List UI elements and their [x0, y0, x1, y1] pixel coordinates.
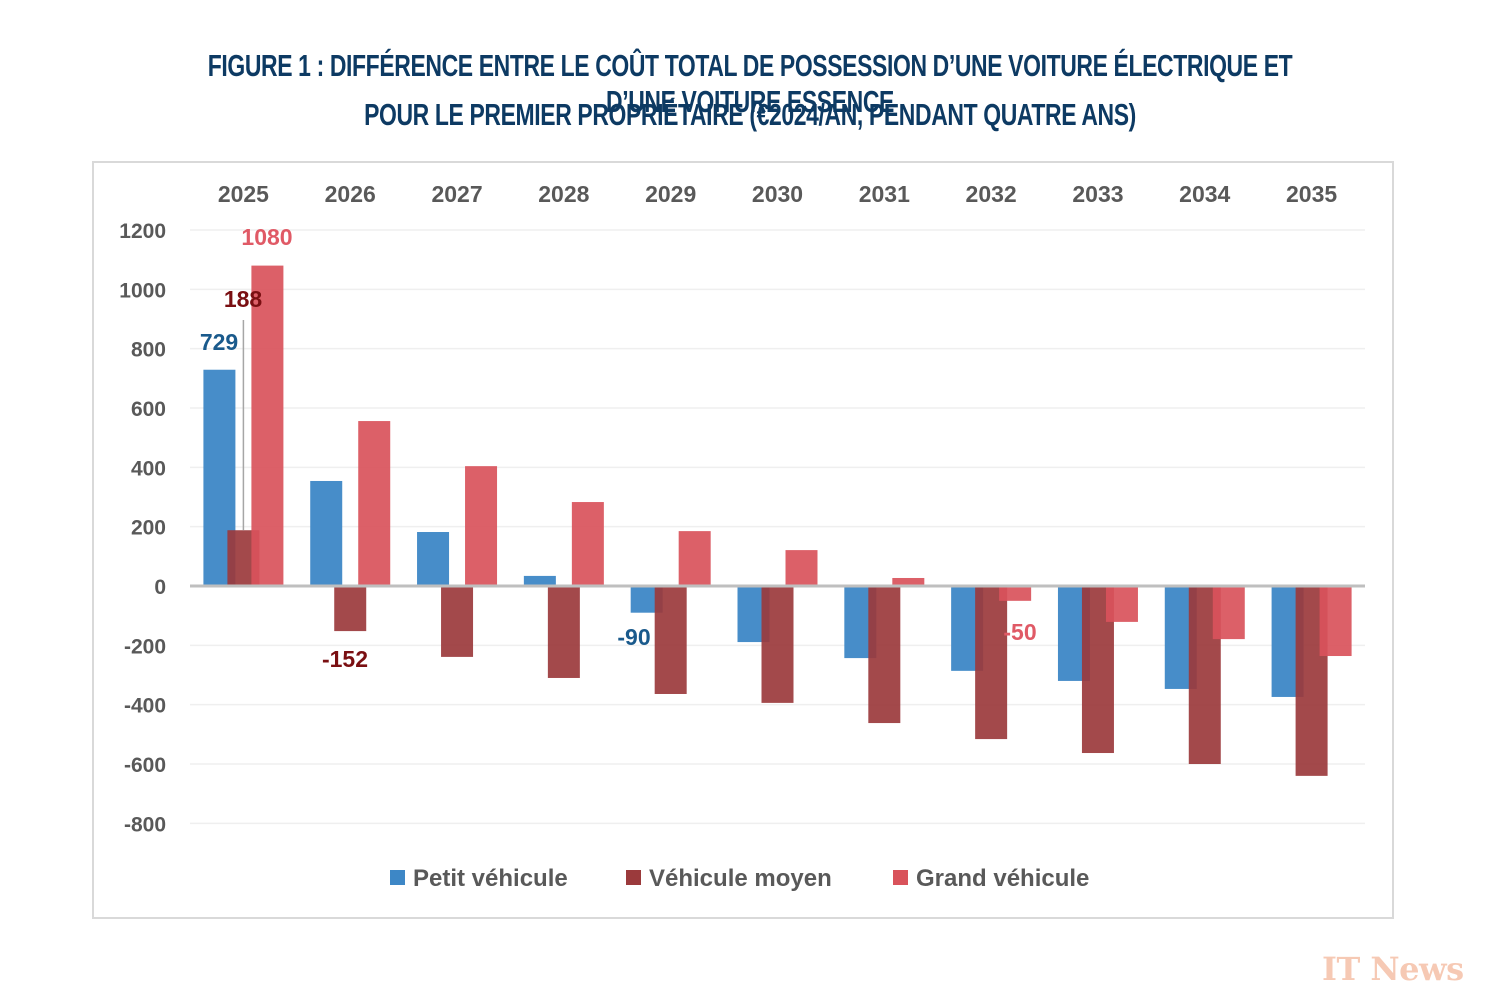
y-tick-label: 1200	[119, 220, 166, 243]
x-tick-label: 2031	[859, 181, 910, 207]
bar-grand-2026	[358, 421, 391, 586]
bar-grand-2034	[1212, 586, 1245, 640]
legend-label-petit: Petit véhicule	[413, 865, 568, 892]
bar-petit-2026	[310, 480, 343, 586]
data-label: 188	[224, 286, 263, 312]
data-label: -90	[617, 624, 650, 650]
chart-frame	[92, 161, 1394, 919]
data-label: 729	[200, 329, 238, 355]
bar-petit-2028	[523, 575, 556, 586]
x-tick-label: 2033	[1072, 181, 1123, 207]
legend: Petit véhicule Véhicule moyen Grand véhicu…	[390, 865, 1089, 892]
x-tick-label: 2032	[966, 181, 1017, 207]
legend-swatch-grand	[893, 870, 908, 885]
bar-grand-2030	[785, 550, 818, 586]
y-tick-label: -200	[124, 635, 166, 658]
data-label: 1080	[241, 224, 292, 250]
data-label: -152	[322, 646, 368, 672]
bar-moyen-2031	[868, 586, 901, 724]
y-tick-label: 0	[154, 576, 166, 599]
x-tick-label: 2027	[431, 181, 482, 207]
legend-swatch-petit	[390, 870, 405, 885]
bar-moyen-2032	[975, 586, 1008, 740]
x-tick-label: 2035	[1286, 181, 1337, 207]
y-tick-label: 200	[131, 517, 166, 540]
watermark-logo: IT News	[1322, 950, 1464, 988]
x-axis-category-labels: 2025 2026 2027 2028 2029 2030 2031 2032 2033 2034…	[218, 181, 1338, 207]
x-tick-label: 2034	[1179, 181, 1230, 207]
bar-grand-2028	[571, 502, 604, 586]
bar-grand-2033	[1105, 586, 1138, 622]
y-tick-label: -400	[124, 695, 166, 718]
legend-label-grand: Grand véhicule	[916, 865, 1089, 892]
bar-moyen-2028	[547, 586, 580, 678]
data-labels: 729 188 1080 -152 -90 -50	[200, 224, 1037, 672]
y-tick-label: -600	[124, 754, 166, 777]
y-tick-label: 400	[131, 457, 166, 480]
legend-swatch-moyen	[626, 870, 641, 885]
bar-grand-2035	[1319, 586, 1352, 657]
x-tick-label: 2025	[218, 181, 269, 207]
legend-label-moyen: Véhicule moyen	[649, 865, 832, 892]
bar-moyen-2027	[441, 586, 474, 657]
bar-petit-2027	[417, 532, 450, 586]
bar-grand-2027	[465, 466, 498, 586]
y-tick-label: 600	[131, 398, 166, 421]
x-tick-label: 2030	[752, 181, 803, 207]
x-tick-label: 2026	[325, 181, 376, 207]
bars	[203, 265, 1352, 776]
y-tick-label: -800	[124, 813, 166, 836]
x-tick-label: 2028	[538, 181, 589, 207]
bar-grand-2025	[251, 265, 284, 586]
bar-moyen-2029	[654, 586, 687, 694]
chart-title-line-1: Figure 1 : Différence entre le coût tota…	[207, 48, 1293, 119]
bar-grand-2032	[999, 586, 1032, 601]
x-tick-label: 2029	[645, 181, 696, 207]
y-tick-label: 800	[131, 339, 166, 362]
bar-grand-2029	[678, 531, 711, 586]
data-label: -50	[1003, 619, 1036, 645]
y-axis-ticks: 1200 1000 800 600 400 200 0 -200 -400 -600 -800	[119, 220, 166, 836]
y-tick-label: 1000	[119, 279, 166, 302]
chart-title-line-2: pour le premier propriétaire (€2024/an, …	[364, 97, 1136, 132]
bar-moyen-2030	[761, 586, 794, 703]
bar-grand-2031	[892, 577, 925, 586]
bar-moyen-2026	[334, 586, 367, 632]
